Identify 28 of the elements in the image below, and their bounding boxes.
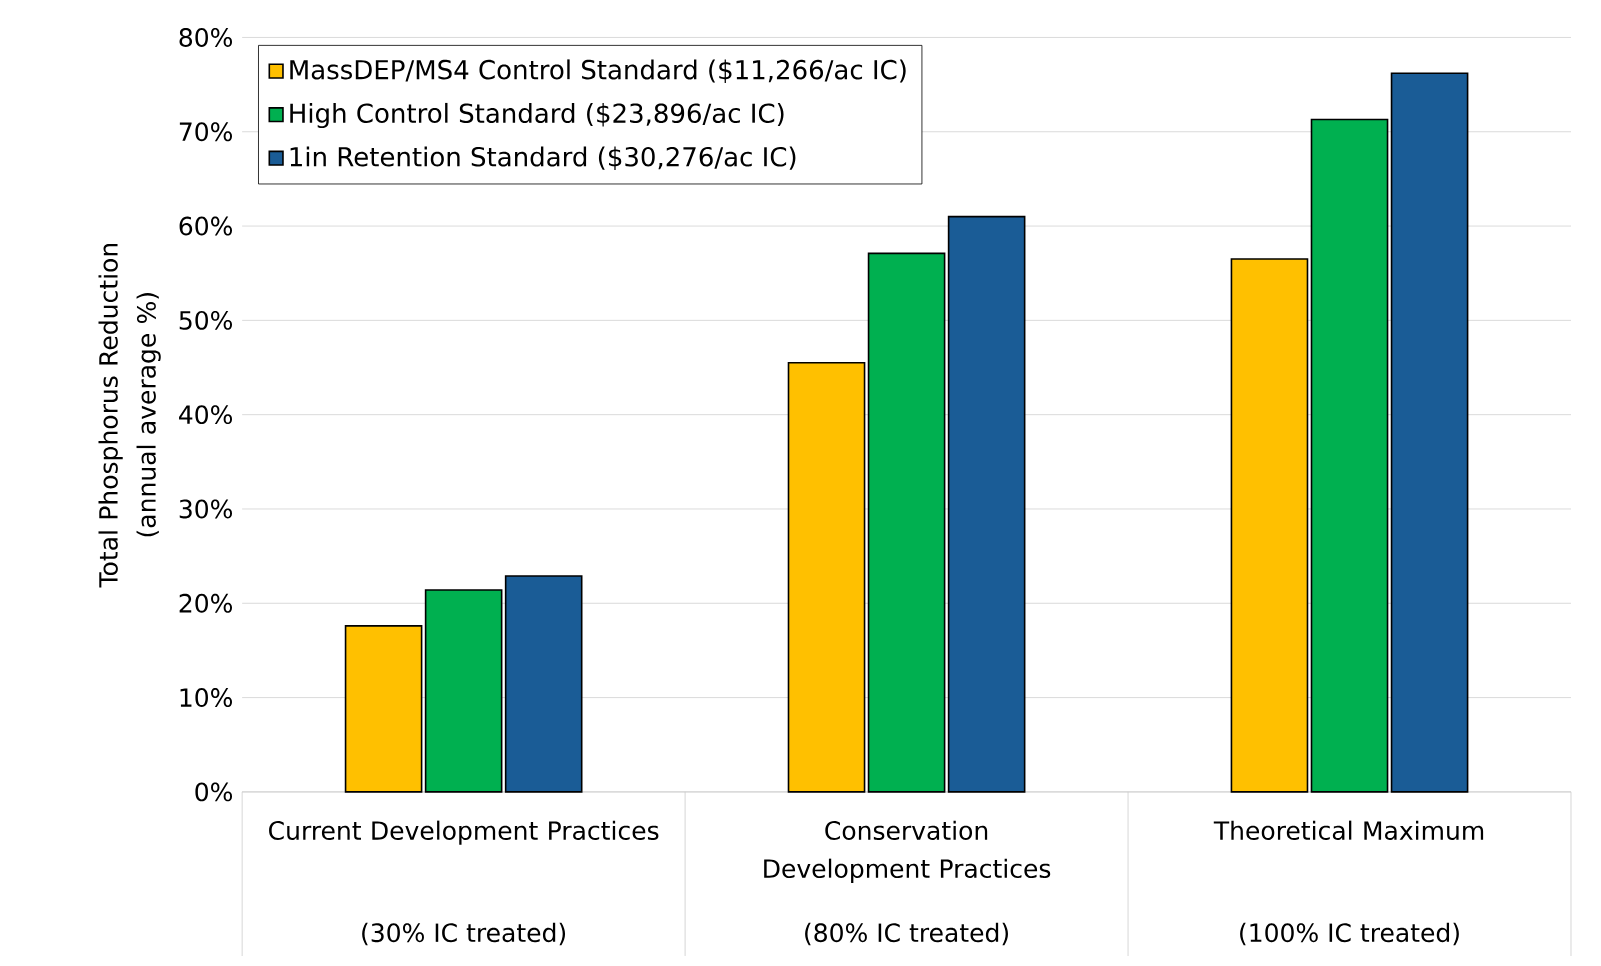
bar [504, 575, 583, 793]
x-tick-label: Theoretical Maximum [1213, 820, 1484, 840]
y-tick-label: 20% [179, 593, 233, 613]
legend-label: High Control Standard ($23,896/ac IC) [290, 102, 784, 129]
y-tick-label: 50% [179, 310, 233, 330]
y-tick-label: 0% [195, 782, 233, 802]
x-tick-label: Conservation Development Practices [764, 820, 1051, 883]
bar [947, 215, 1026, 793]
bar [1310, 118, 1389, 793]
bar [344, 625, 423, 793]
text: (30% IC treated) [362, 922, 566, 946]
bar [1390, 72, 1469, 793]
legend-label: MassDEP/MS4 Control Standard ($11,266/ac IC) [290, 59, 906, 83]
y-tick-label: 10% [180, 688, 233, 708]
bar [1230, 258, 1309, 793]
y-tick-label: 30% [179, 499, 233, 519]
bar [424, 589, 503, 793]
y-tick-label: 80% [179, 27, 233, 47]
legend-label: 1in Retention Standard ($30,276/ac IC) [290, 146, 796, 171]
y-tick-label: 60% [179, 216, 233, 236]
y-tick-label: 70% [179, 122, 233, 142]
text: (80% IC treated) [805, 922, 1008, 946]
y-tick-label: 40% [179, 405, 233, 425]
y-axis-title: Total Phosphorus Reduction (annual average %) [98, 243, 161, 588]
bar [787, 362, 866, 793]
x-tick-label: Current Development Practices [269, 820, 659, 845]
text: (100% IC treated) [1240, 922, 1459, 946]
bar [867, 252, 946, 793]
